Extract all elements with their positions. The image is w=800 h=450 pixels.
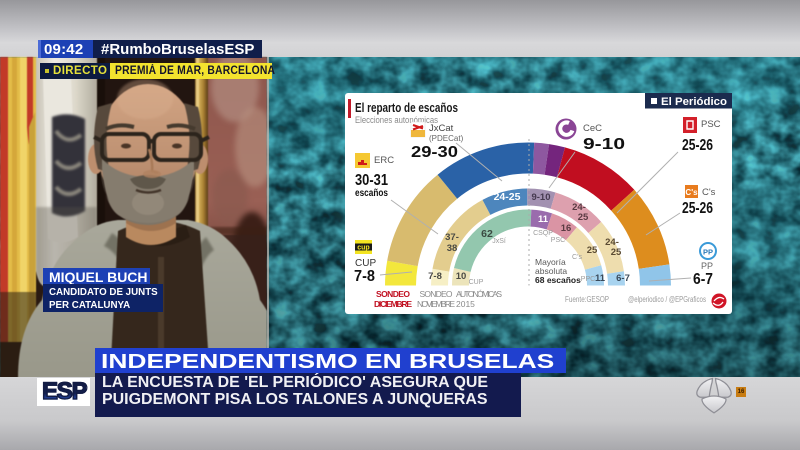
svg-text:CUP: CUP (469, 279, 484, 286)
svg-text:CSQP: CSQP (533, 230, 553, 237)
svg-text:Fuente:GESOP: Fuente:GESOP (565, 295, 609, 304)
svg-text:7-8: 7-8 (354, 268, 375, 285)
svg-text:11: 11 (538, 214, 549, 225)
svg-text:NOVIEMBRE: NOVIEMBRE (417, 299, 455, 309)
svg-text:(PDECat): (PDECat) (429, 134, 464, 143)
svg-text:24-: 24- (572, 202, 586, 213)
svg-text:37-: 37- (445, 232, 459, 243)
svg-text:25: 25 (587, 245, 598, 256)
svg-text:JxSí: JxSí (492, 238, 506, 245)
svg-text:7-8: 7-8 (428, 271, 442, 282)
svg-text:JxCat: JxCat (429, 123, 454, 134)
svg-text:6-7: 6-7 (693, 271, 713, 288)
svg-text:25: 25 (578, 212, 589, 223)
svg-text:PSC: PSC (701, 119, 721, 130)
svg-text:El Periódico: El Periódico (661, 96, 727, 108)
svg-text:25-26: 25-26 (682, 137, 713, 154)
svg-text:9-10: 9-10 (531, 192, 550, 203)
svg-text:@elperiodico / @EPGraficos: @elperiodico / @EPGraficos (628, 295, 706, 304)
svg-text:escaños: escaños (355, 188, 388, 199)
svg-text:30-31: 30-31 (355, 172, 388, 189)
svg-text:CUP: CUP (355, 258, 376, 269)
svg-text:11: 11 (595, 273, 606, 284)
svg-text:25-26: 25-26 (682, 200, 713, 217)
svg-text:AUTONÓMICAS: AUTONÓMICAS (456, 289, 502, 299)
svg-text:CeC: CeC (583, 123, 602, 134)
svg-text:Elecciones autonómicas: Elecciones autonómicas (355, 115, 438, 125)
svg-text:10: 10 (456, 271, 467, 282)
svg-text:24-25: 24-25 (494, 191, 521, 203)
svg-text:DICIEMBRE: DICIEMBRE (374, 299, 412, 309)
svg-text:ERC: ERC (374, 155, 394, 166)
svg-text:68 escaños: 68 escaños (535, 275, 581, 285)
svg-text:PP: PP (703, 248, 713, 257)
svg-text:9-10: 9-10 (583, 136, 625, 153)
svg-text:38: 38 (447, 243, 458, 254)
svg-text:cup: cup (357, 245, 369, 252)
svg-text:Mayoría: Mayoría (535, 257, 566, 267)
svg-text:SONDEO: SONDEO (376, 289, 410, 299)
svg-text:PSC: PSC (551, 237, 565, 244)
svg-text:C's: C's (685, 188, 698, 197)
svg-text:PPC: PPC (581, 276, 595, 283)
svg-text:C's: C's (702, 187, 716, 198)
svg-text:62: 62 (481, 228, 493, 240)
svg-text:24-: 24- (605, 237, 619, 248)
svg-text:25: 25 (611, 247, 622, 258)
svg-text:PP: PP (701, 261, 713, 271)
svg-text:SONDEO: SONDEO (420, 289, 453, 299)
svg-text:16: 16 (561, 223, 572, 234)
svg-text:2015: 2015 (456, 299, 475, 309)
svg-text:29-30: 29-30 (411, 144, 458, 161)
svg-text:absoluta: absoluta (535, 266, 567, 276)
svg-text:El reparto de escaños: El reparto de escaños (355, 101, 458, 115)
svg-text:C's: C's (572, 254, 582, 261)
svg-text:6-7: 6-7 (616, 273, 630, 284)
